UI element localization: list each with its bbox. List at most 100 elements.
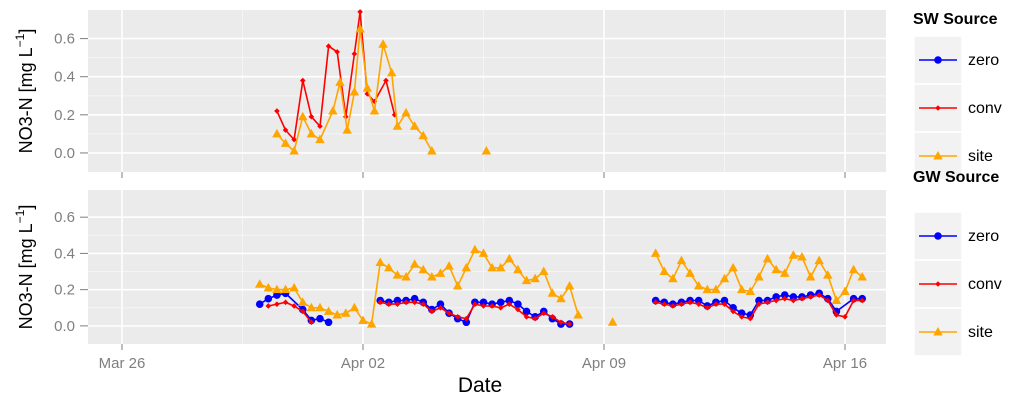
data-point-site: [272, 284, 282, 294]
legend-label-site: site: [968, 324, 993, 341]
data-point-conv: [291, 303, 297, 309]
data-point-conv: [833, 312, 840, 318]
data-point-site: [771, 264, 781, 274]
data-point-zero: [273, 291, 281, 299]
data-point-conv: [282, 127, 289, 133]
data-point-conv: [420, 301, 427, 307]
data-point-site: [788, 250, 799, 259]
data-point-conv: [472, 301, 478, 307]
data-point-conv: [816, 292, 822, 298]
data-point-site: [659, 266, 669, 276]
data-point-conv: [489, 303, 495, 309]
y-tick-label: 0.4: [54, 245, 75, 262]
data-point-site: [298, 297, 308, 306]
data-point-site: [504, 253, 515, 263]
y-axis-title: NO3-N [mg L−1]: [13, 205, 36, 330]
data-point-conv: [515, 306, 521, 313]
data-point-site: [349, 302, 360, 312]
data-point-site: [280, 284, 291, 294]
data-point-zero: [316, 314, 324, 323]
data-point-conv: [391, 112, 398, 118]
data-point-conv: [540, 310, 547, 316]
data-point-site: [362, 83, 373, 92]
data-point-zero: [522, 307, 531, 316]
data-point-site: [328, 106, 338, 115]
data-point-site: [349, 86, 360, 96]
data-point-conv: [652, 299, 659, 306]
y-axis-title-main: NO3-N [mg L: [16, 47, 36, 153]
data-point-conv: [549, 314, 556, 320]
data-point-site: [668, 273, 678, 283]
y-tick-label: 0.4: [54, 69, 75, 86]
data-point-conv: [351, 51, 358, 57]
data-point-conv: [274, 301, 280, 307]
data-point-site: [435, 268, 446, 277]
data-point-site: [409, 121, 420, 130]
data-point-site: [358, 315, 368, 324]
data-point-site: [289, 146, 299, 155]
x-tick-label: Apr 16: [823, 355, 867, 372]
legend-marker-site: [933, 327, 943, 336]
data-point-site: [564, 281, 575, 290]
data-point-zero: [393, 296, 402, 305]
data-point-site: [702, 284, 713, 294]
data-point-site: [315, 302, 325, 312]
legend-label-zero: zero: [968, 52, 999, 69]
data-point-site: [556, 293, 566, 303]
data-point-conv: [446, 310, 452, 316]
data-point-conv: [299, 308, 306, 315]
data-point-site: [306, 302, 317, 312]
data-point-conv: [859, 297, 866, 304]
data-point-site: [745, 286, 756, 295]
data-point-conv: [437, 304, 444, 311]
data-point-conv: [334, 49, 340, 55]
data-point-site: [840, 286, 850, 295]
data-point-zero: [462, 318, 471, 327]
data-point-zero: [324, 318, 333, 327]
data-point-conv: [558, 319, 564, 326]
y-tick-label: 0.6: [54, 31, 75, 48]
x-tick-label: Apr 09: [582, 355, 626, 372]
legend-label-conv: conv: [968, 100, 1002, 117]
data-point-site: [573, 310, 583, 319]
data-point-conv: [325, 43, 332, 50]
y-axis-title: NO3-N [mg L−1]: [13, 29, 36, 154]
data-point-zero: [755, 296, 763, 305]
data-point-zero: [694, 296, 703, 305]
data-point-conv: [463, 315, 470, 322]
data-point-site: [342, 125, 352, 134]
data-point-conv: [704, 304, 711, 311]
data-point-conv: [730, 308, 736, 315]
data-point-conv: [394, 301, 401, 307]
data-point-zero: [264, 294, 273, 303]
data-point-conv: [842, 314, 848, 320]
data-point-site: [378, 39, 388, 48]
data-point-site: [401, 107, 411, 117]
data-point-site: [315, 134, 325, 144]
data-point-site: [341, 308, 351, 317]
y-tick-label: 0.2: [54, 282, 75, 299]
data-point-site: [521, 275, 532, 285]
gw-source-panel: 0.0 0.2 0.4 0.6 NO3-N [mg L−1]: [13, 190, 886, 350]
data-point-zero: [255, 300, 264, 308]
x-tick-label: Mar 26: [99, 355, 146, 372]
data-point-site: [444, 261, 454, 270]
data-point-site: [335, 77, 345, 86]
x-axis: Mar 26 Apr 02 Apr 09 Apr 16: [99, 355, 867, 372]
data-point-conv: [429, 308, 435, 315]
data-point-site: [401, 271, 411, 281]
y-tick-label: 0.0: [54, 318, 75, 335]
legend-title: SW Source: [913, 11, 998, 28]
data-point-site: [711, 284, 721, 294]
data-point-conv: [403, 299, 409, 306]
data-point-conv: [480, 303, 487, 309]
data-point-site: [375, 257, 385, 266]
data-point-site: [495, 262, 506, 272]
sw-source-legend: SW Source zero conv site: [913, 11, 1002, 181]
y-tick-label: 0.6: [54, 209, 75, 226]
data-point-site: [481, 146, 492, 155]
data-point-site: [461, 262, 472, 272]
data-point-conv: [790, 297, 797, 304]
data-point-conv: [721, 301, 728, 307]
